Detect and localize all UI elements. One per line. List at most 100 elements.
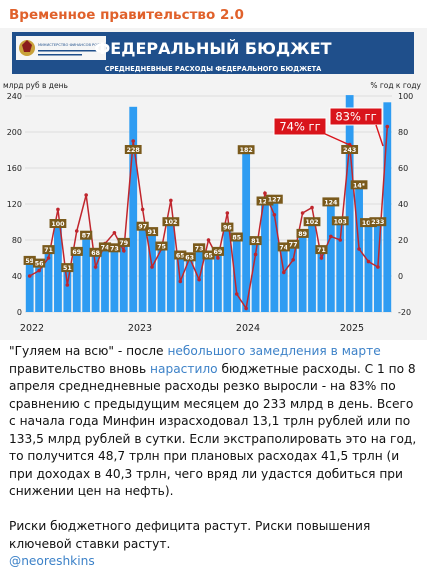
data-label: 74 — [101, 244, 110, 251]
data-label-box — [61, 263, 74, 273]
series-point — [122, 249, 126, 253]
data-label: 65 — [204, 253, 213, 260]
callout-label: 83% гг — [335, 110, 376, 124]
callout-box — [329, 107, 383, 126]
data-label: 97 — [138, 224, 147, 231]
link-march-slowdown[interactable]: небольшого замедления в марте — [167, 344, 381, 358]
bar — [289, 242, 298, 312]
data-label: 69 — [72, 249, 81, 256]
left-tick-label: 80 — [12, 236, 22, 245]
bar — [54, 222, 62, 312]
data-label-box — [230, 232, 243, 242]
data-label-box — [350, 180, 368, 190]
series-point — [329, 234, 333, 239]
data-label-box — [303, 217, 321, 227]
post-text-body: бюджетные расходы. С 1 по 8 апреля средн… — [9, 361, 417, 499]
right-tick-label: 20 — [398, 236, 408, 245]
series-point — [225, 211, 230, 215]
data-label: 100 — [51, 221, 65, 228]
series-point — [65, 283, 70, 287]
data-label-box — [221, 222, 234, 232]
data-label-box — [202, 250, 215, 260]
series-point — [338, 238, 343, 242]
data-label: 71 — [317, 247, 326, 254]
bar — [101, 245, 109, 312]
link-increased[interactable]: нарастило — [150, 361, 218, 376]
series-point — [281, 270, 286, 275]
data-label: 125 — [258, 199, 271, 206]
data-label-box — [287, 239, 300, 249]
budget-chart: МИНИСТЕРСТВО ФИНАНСОВ РОССИЙСКОЙ ФЕДЕРАЦ… — [0, 28, 427, 340]
data-label: 89 — [298, 231, 307, 238]
series-point — [234, 292, 239, 296]
data-label: 14* — [353, 182, 366, 189]
year-label: 2025 — [340, 323, 364, 334]
ministry-logo-text: МИНИСТЕРСТВО ФИНАНСОВ РОССИЙСКОЙ ФЕДЕРАЦ… — [38, 42, 143, 47]
bar — [72, 249, 81, 312]
data-label: 85 — [232, 235, 241, 242]
data-label: 63 — [185, 254, 194, 261]
data-label: 79 — [119, 240, 128, 247]
series-point — [169, 198, 173, 203]
bar — [383, 102, 392, 312]
data-label: 69 — [214, 249, 223, 256]
author-handle-link[interactable]: @neoreshkins — [9, 554, 95, 568]
right-tick-label: -20 — [398, 308, 411, 317]
series-point — [56, 207, 60, 212]
data-label-box — [256, 196, 274, 206]
post-image[interactable]: МИНИСТЕРСТВО ФИНАНСОВ РОССИЙСКОЙ ФЕДЕРАЦ… — [0, 28, 427, 340]
year-label: 2024 — [236, 323, 260, 334]
channel-name[interactable]: Временное правительство 2.0 — [9, 7, 244, 23]
series-point — [197, 277, 201, 282]
data-label: 182 — [240, 147, 253, 154]
data-label: 233 — [371, 219, 384, 226]
data-label: 73 — [195, 245, 204, 252]
bar — [364, 221, 373, 312]
post-paragraph-1: "Гуляем на всю" - после небольшого замед… — [9, 343, 421, 501]
series-point — [206, 238, 211, 242]
bar — [345, 95, 354, 312]
data-label: 68 — [91, 250, 100, 257]
bar — [25, 258, 34, 312]
right-tick-label: 80 — [398, 128, 408, 137]
data-label-box — [174, 250, 187, 260]
data-label-box — [89, 247, 102, 257]
series-point — [244, 306, 248, 311]
right-tick-label: 60 — [398, 164, 408, 173]
data-label-box — [322, 197, 340, 207]
series-point — [253, 252, 258, 257]
right-tick-label: 40 — [398, 200, 408, 209]
bar — [119, 240, 128, 312]
series-point — [27, 274, 32, 278]
data-label-box — [162, 217, 180, 227]
bar — [336, 219, 345, 312]
series-point — [385, 124, 390, 129]
data-label: 102 — [305, 219, 318, 226]
bar — [251, 239, 260, 312]
right-tick-label: 100 — [398, 92, 413, 101]
bar — [270, 197, 279, 312]
data-label-box — [211, 246, 225, 256]
series-point — [376, 265, 380, 269]
bar — [232, 235, 241, 312]
callout-box — [273, 117, 327, 136]
data-label: 103 — [334, 218, 347, 225]
bar — [35, 261, 44, 312]
bar — [308, 220, 316, 312]
bar — [204, 253, 213, 312]
data-label-box — [145, 227, 159, 237]
data-label-box — [341, 145, 359, 154]
data-label: 56 — [35, 261, 44, 268]
ministry-logo: МИНИСТЕРСТВО ФИНАНСОВ РОССИЙСКОЙ ФЕДЕРАЦ… — [16, 36, 143, 60]
data-label-box — [296, 228, 309, 238]
series-point — [131, 139, 136, 143]
bar — [44, 248, 53, 312]
series-point — [319, 256, 324, 260]
subtitle-band — [12, 62, 414, 74]
right-axis-label: % год к году — [370, 81, 421, 90]
bar — [110, 246, 119, 312]
data-label-box — [155, 241, 168, 251]
bar — [185, 255, 194, 312]
data-label: 73 — [110, 245, 119, 252]
data-label-box — [49, 219, 67, 228]
